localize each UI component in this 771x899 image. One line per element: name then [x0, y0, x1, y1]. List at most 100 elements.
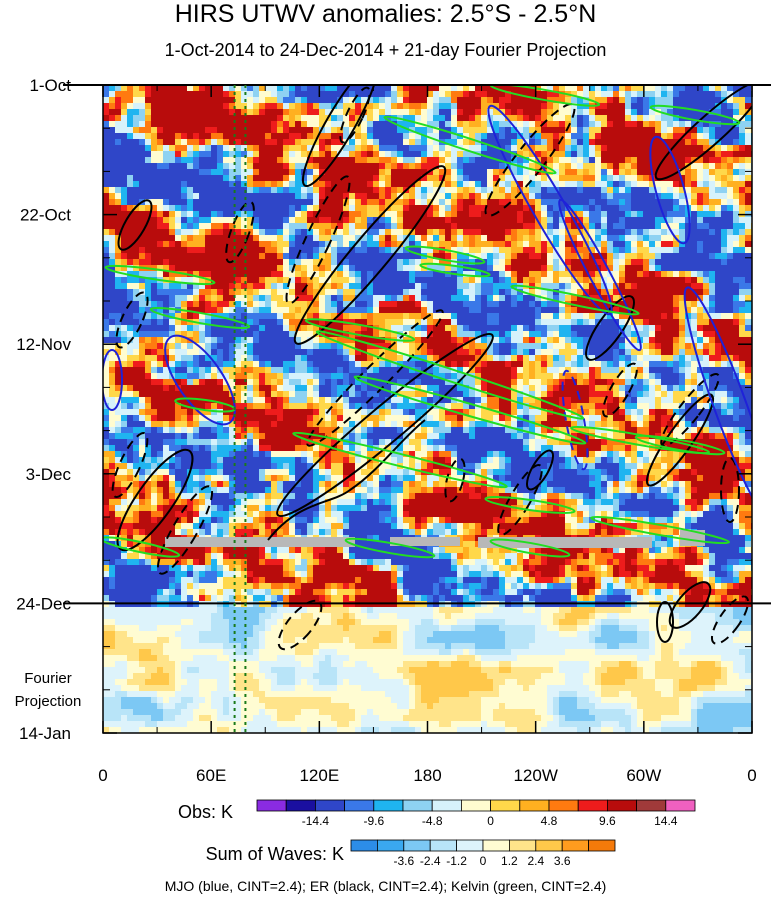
missing-data-strip — [478, 537, 652, 548]
er-contour — [293, 165, 447, 345]
er-contour — [117, 199, 153, 251]
waves-colorbar-swatch — [456, 839, 484, 852]
y-tick-label: 22-Oct — [20, 206, 71, 225]
wave-contours — [103, 85, 752, 651]
obs-colorbar-tick-label: 9.6 — [599, 814, 616, 828]
x-tick-label: 60E — [196, 766, 226, 785]
er-contour — [484, 103, 576, 217]
obs-colorbar-swatch — [519, 799, 550, 812]
waves-colorbar-tick-label: 3.6 — [554, 854, 571, 868]
kelvin-contour — [489, 538, 571, 558]
x-tick-label: 0 — [98, 766, 107, 785]
projection-label: Projection — [15, 693, 82, 710]
er-contour — [656, 601, 674, 643]
missing-data-strip — [390, 537, 460, 546]
mjo-contour — [558, 198, 642, 352]
waves-colorbar-tick-label: 1.2 — [501, 854, 518, 868]
er-contour — [585, 295, 635, 361]
waves-colorbar-swatch — [561, 839, 590, 852]
kelvin-contour — [304, 318, 416, 342]
obs-colorbar-tick-label: -9.6 — [363, 814, 384, 828]
kelvin-contour — [383, 115, 557, 175]
er-contour — [301, 85, 379, 188]
er-contour — [720, 457, 740, 523]
waves-colorbar-swatch — [376, 839, 405, 852]
er-contour — [115, 291, 149, 349]
kelvin-contour — [353, 375, 587, 445]
x-tick-label: 180 — [413, 766, 441, 785]
obs-colorbar-swatch — [490, 799, 521, 812]
er-contour — [111, 431, 149, 499]
er-contour — [277, 599, 323, 651]
er-contour — [116, 448, 194, 552]
x-tick-label: 120E — [299, 766, 339, 785]
waves-colorbar-label: Sum of Waves: K — [206, 844, 344, 864]
mjo-contour — [103, 349, 123, 411]
x-tick-label: 60W — [626, 766, 661, 785]
waves-colorbar-swatch — [535, 839, 563, 852]
er-contour — [710, 595, 750, 645]
x-tick-label: 0 — [747, 766, 756, 785]
waves-colorbar-tick-label: -3.6 — [393, 854, 414, 868]
er-contour — [497, 464, 543, 536]
chart-subtitle: 1-Oct-2014 to 24-Dec-2014 + 21-day Fouri… — [164, 40, 607, 60]
kelvin-contour — [292, 431, 508, 489]
obs-colorbar-swatch — [548, 799, 579, 812]
kelvin-contour — [484, 496, 576, 514]
anomaly-field — [103, 85, 752, 733]
obs-colorbar-tick-label: -14.4 — [302, 814, 330, 828]
er-contour — [526, 449, 554, 491]
kelvin-contour — [315, 330, 585, 420]
obs-colorbar-swatch — [314, 799, 345, 812]
waves-colorbar-tick-label: -1.2 — [446, 854, 467, 868]
waves-colorbar-swatch — [588, 839, 616, 852]
er-contour — [660, 373, 720, 447]
er-contour — [339, 86, 371, 144]
obs-colorbar-swatch — [256, 799, 287, 812]
kelvin-contour — [419, 262, 491, 278]
er-contour — [602, 362, 638, 418]
obs-colorbar-swatch — [373, 799, 404, 812]
obs-colorbar-swatch — [431, 799, 462, 812]
obs-colorbar-swatch — [577, 799, 608, 812]
er-contour — [306, 309, 444, 447]
mjo-contour — [683, 286, 752, 524]
er-contour — [156, 485, 214, 575]
er-contour — [225, 200, 255, 264]
kelvin-contour — [634, 434, 726, 456]
y-tick-label: 1-Oct — [29, 76, 71, 95]
kelvin-contour — [103, 536, 181, 558]
y-tick-label: 24-Dec — [16, 594, 71, 613]
x-tick-label: 120W — [513, 766, 557, 785]
obs-colorbar-swatch — [665, 799, 696, 812]
waves-colorbar-swatch — [508, 839, 537, 852]
obs-colorbar-tick-label: 4.8 — [541, 814, 558, 828]
waves-colorbar-swatch — [429, 839, 458, 852]
er-contour — [285, 175, 351, 305]
kelvin-contour — [104, 264, 216, 286]
kelvin-contour — [510, 284, 640, 316]
obs-colorbar-swatch — [460, 799, 491, 812]
waves-colorbar-tick-label: 2.4 — [527, 854, 544, 868]
obs-colorbar-swatch — [344, 799, 375, 812]
obs-colorbar-swatch — [402, 799, 433, 812]
kelvin-contour — [344, 537, 436, 559]
chart-title: HIRS UTWV anomalies: 2.5°S - 2.5°N — [174, 0, 597, 28]
obs-colorbar-swatch — [636, 799, 667, 812]
obs-colorbar-tick-label: 14.4 — [654, 814, 678, 828]
kelvin-contour — [590, 515, 730, 545]
waves-colorbar-tick-label: 0 — [480, 854, 487, 868]
waves-colorbar-swatch — [403, 839, 431, 852]
obs-colorbar-swatch — [607, 799, 638, 812]
waves-colorbar-tick-label: -2.4 — [420, 854, 441, 868]
obs-colorbar-label: Obs: K — [178, 802, 233, 822]
y-tick-label: 12-Nov — [16, 335, 71, 354]
mjo-contour — [164, 334, 236, 426]
waves-colorbar-swatch — [350, 839, 378, 852]
mjo-contour — [649, 135, 691, 245]
er-contour — [276, 332, 494, 518]
kelvin-contour — [404, 245, 486, 265]
legend-footer: MJO (blue, CINT=2.4); ER (black, CINT=2.… — [164, 878, 607, 894]
y-tick-label: 3-Dec — [26, 465, 72, 484]
